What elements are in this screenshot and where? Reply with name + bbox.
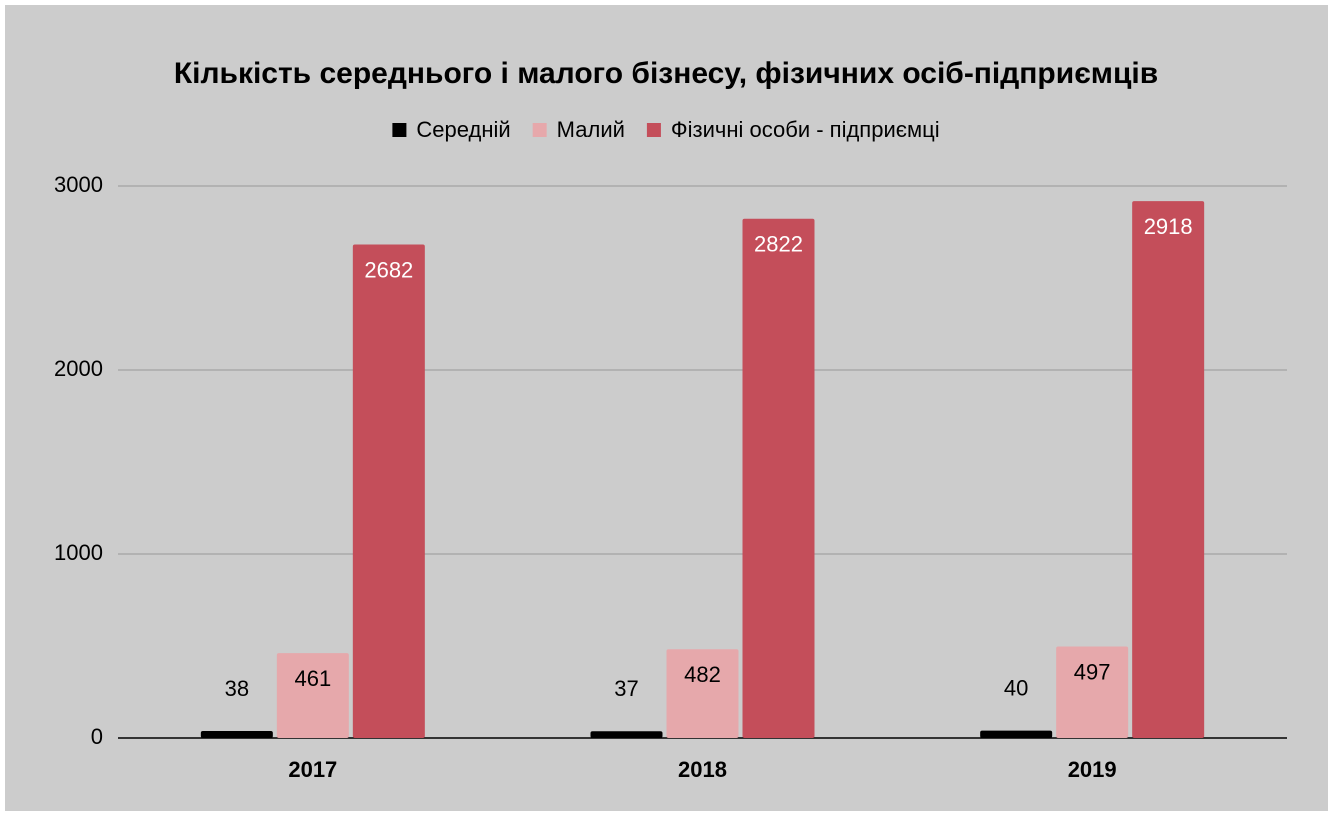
bar [742, 218, 815, 738]
bar [590, 731, 663, 738]
bar [352, 244, 425, 738]
x-tick-label: 2019 [1068, 757, 1117, 782]
legend-swatch [532, 123, 547, 137]
y-tick-label: 3000 [54, 172, 103, 197]
data-label: 38 [225, 676, 249, 701]
legend-label: Середній [416, 117, 510, 142]
bar [276, 653, 349, 738]
data-label: 482 [684, 662, 721, 687]
legend-swatch [646, 123, 661, 137]
data-label: 497 [1074, 659, 1111, 684]
data-label: 2682 [364, 257, 413, 282]
y-tick-label: 2000 [54, 356, 103, 381]
data-label: 40 [1004, 675, 1028, 700]
data-label: 2822 [754, 232, 803, 257]
y-tick-label: 1000 [54, 540, 103, 565]
data-label: 2918 [1144, 214, 1193, 239]
chart-title: Кількість середнього і малого бізнесу, ф… [174, 57, 1158, 90]
data-label: 461 [294, 666, 331, 691]
y-tick-label: 0 [91, 724, 103, 749]
legend-swatch [392, 123, 407, 137]
bar [1132, 201, 1205, 738]
bar [980, 730, 1053, 738]
x-tick-label: 2018 [678, 757, 727, 782]
data-label: 37 [614, 676, 638, 701]
bar [1056, 646, 1129, 738]
bar [200, 731, 273, 738]
legend-label: Фізичні особи - підприємці [671, 117, 940, 142]
bar [666, 649, 739, 738]
legend-label: Малий [557, 117, 625, 142]
x-tick-label: 2017 [288, 757, 337, 782]
